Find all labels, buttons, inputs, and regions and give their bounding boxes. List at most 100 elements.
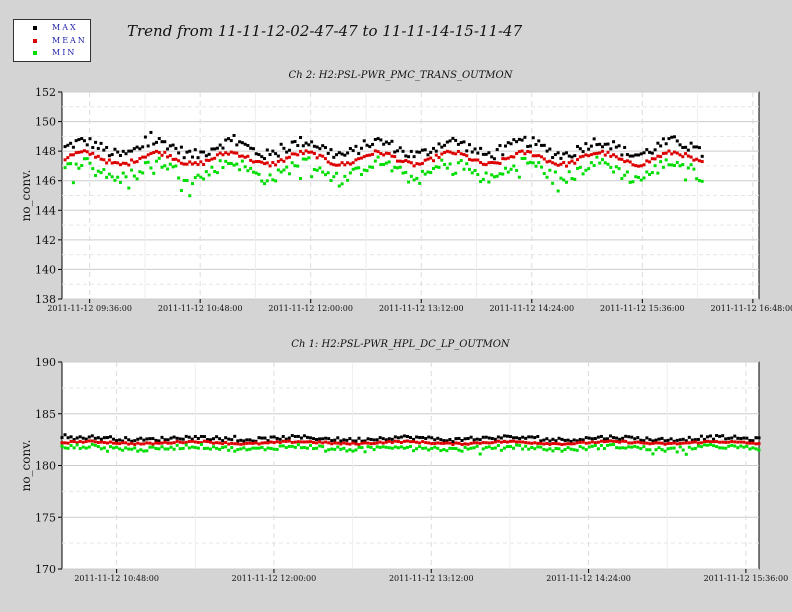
data-point-mean-2 [736, 440, 740, 444]
data-point-max-2 [257, 436, 261, 440]
data-point-mean-1 [401, 160, 405, 164]
data-point-max-2 [190, 437, 194, 441]
data-point-min-2 [754, 447, 758, 451]
data-point-mean-2 [424, 441, 428, 445]
data-point-min-2 [251, 446, 255, 450]
data-point-max-1 [545, 149, 549, 153]
data-point-max-2 [102, 436, 106, 440]
data-point-min-2 [96, 445, 100, 449]
data-point-max-1 [77, 138, 81, 142]
data-point-min-1 [548, 168, 552, 172]
data-point-max-1 [409, 149, 413, 153]
data-point-max-1 [127, 149, 131, 153]
data-point-max-1 [653, 148, 657, 152]
data-point-mean-2 [221, 442, 225, 446]
data-point-max-2 [281, 434, 285, 438]
data-point-max-2 [72, 438, 76, 442]
data-point-mean-2 [548, 442, 552, 446]
data-point-max-2 [645, 436, 649, 440]
data-point-mean-1 [614, 155, 618, 159]
data-point-mean-2 [484, 441, 488, 445]
data-point-max-1 [379, 138, 383, 142]
data-point-max-1 [287, 148, 291, 152]
data-point-min-1 [609, 165, 613, 169]
data-point-mean-1 [537, 154, 541, 158]
data-point-max-1 [517, 137, 521, 141]
data-point-mean-2 [602, 440, 606, 444]
data-point-min-1 [501, 172, 505, 176]
data-point-min-1 [398, 165, 402, 169]
data-point-min-2 [130, 447, 134, 451]
data-point-min-1 [99, 171, 103, 175]
data-point-min-1 [576, 166, 580, 170]
data-point-min-2 [142, 449, 146, 453]
data-point-min-2 [527, 447, 531, 451]
data-point-mean-1 [174, 157, 178, 161]
data-point-min-1 [628, 180, 632, 184]
data-point-min-2 [666, 447, 670, 451]
data-point-mean-2 [87, 439, 91, 443]
data-point-min-1 [409, 174, 413, 178]
data-point-mean-2 [457, 441, 461, 445]
data-point-min-2 [533, 447, 537, 451]
data-point-mean-1 [177, 159, 181, 163]
data-point-mean-1 [346, 161, 350, 165]
data-point-max-1 [456, 142, 460, 146]
data-point-mean-1 [251, 160, 255, 164]
data-point-min-2 [590, 444, 594, 448]
data-point-max-1 [365, 143, 369, 147]
data-point-min-1 [418, 181, 422, 185]
data-point-min-1 [357, 166, 361, 170]
data-point-mean-2 [493, 440, 497, 444]
y-tick-label-1: 138 [35, 293, 56, 306]
data-point-max-2 [505, 434, 509, 438]
data-point-mean-2 [351, 441, 355, 445]
data-point-max-1 [395, 149, 399, 153]
data-point-mean-1 [470, 158, 474, 162]
x-tick-label-1: 2011-11-12 13:12:00 [379, 304, 464, 313]
data-point-min-1 [390, 169, 394, 173]
data-point-min-1 [163, 164, 167, 168]
data-point-max-2 [239, 438, 243, 442]
data-point-min-2 [357, 445, 361, 449]
data-point-min-2 [312, 447, 316, 451]
data-point-min-2 [693, 446, 697, 450]
data-point-mean-1 [382, 153, 386, 157]
data-point-min-1 [85, 157, 89, 161]
data-point-min-1 [412, 178, 416, 182]
data-point-mean-1 [443, 150, 447, 154]
data-point-mean-1 [620, 157, 624, 161]
data-point-min-1 [177, 176, 181, 180]
data-point-max-2 [357, 436, 361, 440]
data-point-mean-1 [116, 161, 120, 165]
data-point-mean-1 [124, 161, 128, 165]
data-point-max-2 [224, 436, 228, 440]
data-point-min-1 [276, 168, 280, 172]
data-point-min-2 [393, 445, 397, 449]
data-point-min-2 [605, 443, 609, 447]
data-point-min-2 [745, 444, 749, 448]
data-point-max-1 [520, 138, 524, 142]
data-point-mean-2 [609, 439, 613, 443]
data-point-mean-2 [348, 442, 352, 446]
data-point-mean-1 [681, 155, 685, 159]
data-point-mean-1 [371, 152, 375, 156]
data-point-min-1 [63, 166, 67, 170]
data-point-mean-2 [384, 440, 388, 444]
data-point-max-2 [515, 436, 519, 440]
data-point-min-1 [523, 156, 527, 160]
data-point-max-1 [85, 143, 89, 147]
data-point-mean-1 [141, 155, 145, 159]
data-point-max-2 [415, 435, 419, 439]
data-point-max-1 [94, 140, 98, 144]
data-point-mean-2 [339, 442, 343, 446]
data-point-min-1 [526, 161, 530, 165]
data-point-max-2 [287, 436, 291, 440]
data-point-mean-1 [130, 158, 134, 162]
data-point-min-2 [487, 445, 491, 449]
data-point-mean-2 [375, 441, 379, 445]
data-point-mean-2 [587, 441, 591, 445]
data-point-mean-1 [102, 158, 106, 162]
data-point-mean-1 [587, 154, 591, 158]
data-point-min-2 [675, 450, 679, 454]
